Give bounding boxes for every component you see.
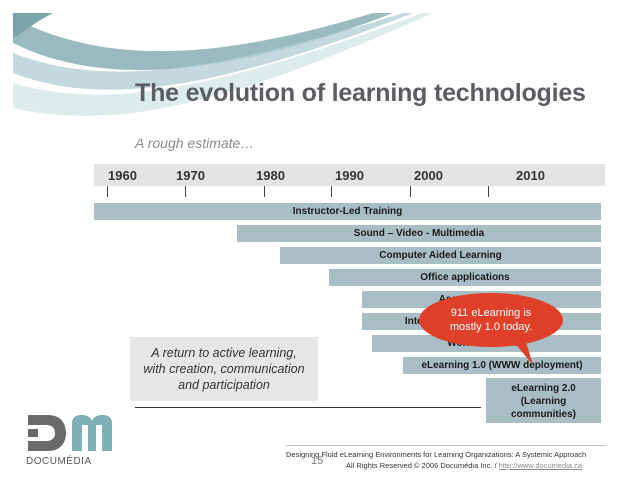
bar-elearning-2-line2: (Learning [520,396,567,407]
quote-line: A return to active learning, [151,346,297,360]
timeline-year: 1970 [176,168,205,183]
bar-elearning-1: eLearning 1.0 (WWW deployment) [403,357,601,374]
timeline-year: 1980 [256,168,285,183]
footer-copyright: All Rights Reserved © 2006 Documédia Inc… [346,461,582,470]
logo-text: DOCUMÉDIA [26,456,92,467]
footer-copyright-text: All Rights Reserved © 2006 Documédia Inc… [346,461,499,470]
timeline-header [94,164,605,186]
bar-office-applications: Office applications [329,269,601,286]
bar-elearning-2: eLearning 2.0 (Learning communities) [486,378,601,423]
footer-url-link[interactable]: http://www.documedia.ca [498,461,583,470]
divider-line [135,407,481,408]
timeline-tick [488,186,489,197]
callout-text: 911 eLearning is mostly 1.0 today. [436,306,546,334]
bar-instructor-led-training: Instructor-Led Training [94,203,601,220]
timeline-year: 2010 [516,168,545,183]
documedia-logo [28,415,112,451]
timeline-year: 1960 [108,168,137,183]
page-title: The evolution of learning technologies [135,79,586,107]
quote-line: with creation, communication [143,362,305,376]
page-number: 15 [311,455,324,467]
timeline-tick [331,186,332,197]
bar-elearning-2-line1: eLearning 2.0 [511,383,576,394]
callout-bubble [419,293,563,365]
timeline-year: 2000 [414,168,443,183]
timeline-tick [107,186,108,197]
quote-box: A return to active learning, with creati… [130,337,318,401]
timeline-tick [410,186,411,197]
quote-line: and participation [178,378,270,392]
bar-sound-video-multimedia: Sound – Video - Multimedia [237,225,601,242]
footer-title: Designing Fluid eLearning Environments f… [286,450,587,459]
callout-line: mostly 1.0 today. [449,321,533,333]
bar-computer-aided-learning: Computer Aided Learning [280,247,601,264]
bar-elearning-2-line3: communities) [510,409,576,420]
callout-line: 911 eLearning is [450,307,532,319]
decorative-swoosh [13,13,433,116]
timeline-tick [185,186,186,197]
footer-divider [286,445,606,446]
timeline-year: 1990 [335,168,364,183]
page-subtitle: A rough estimate… [135,135,255,151]
timeline-tick [264,186,265,197]
slide: The evolution of learning technologies A… [13,13,624,480]
